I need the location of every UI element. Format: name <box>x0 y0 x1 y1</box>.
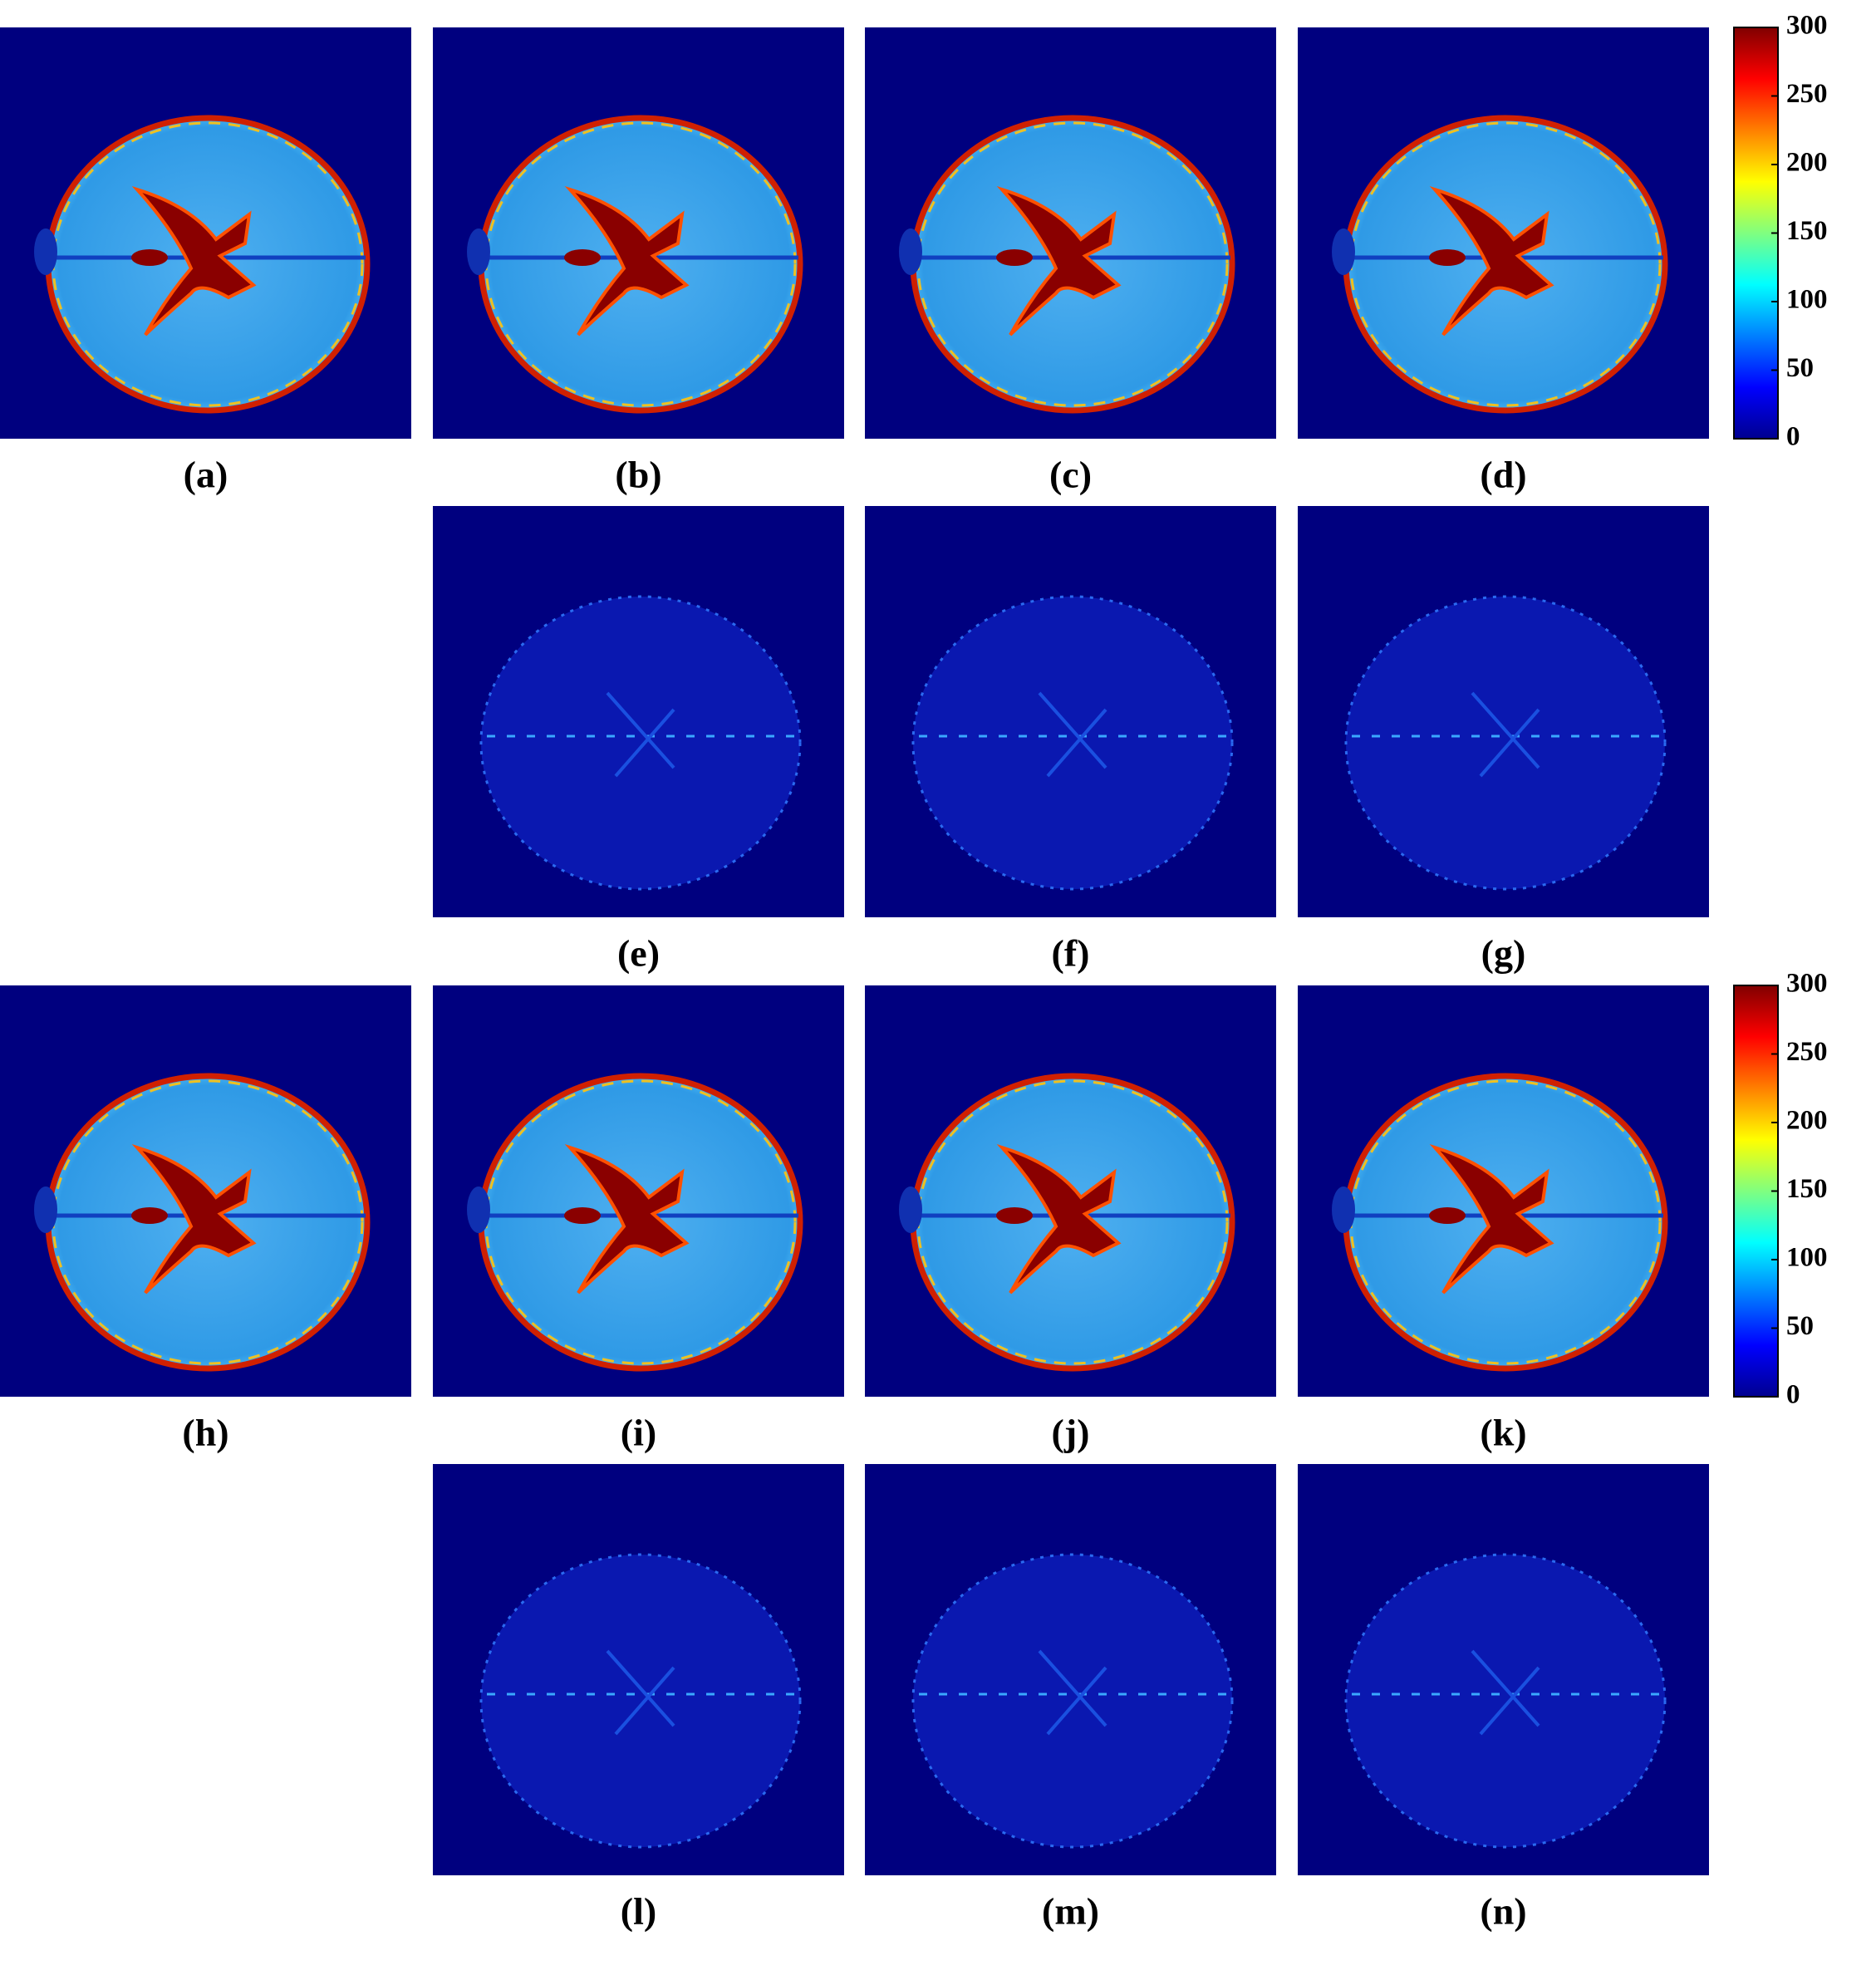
fluid-front <box>899 228 922 275</box>
panel <box>433 1464 844 1875</box>
panel-label: (j) <box>1052 1412 1090 1454</box>
panel <box>865 1464 1276 1875</box>
colorbar-tick-label: 100 <box>1786 285 1828 315</box>
panel <box>433 27 844 439</box>
fluid-front <box>1332 228 1355 275</box>
panel-label: (k) <box>1480 1412 1526 1454</box>
panel <box>1298 985 1709 1397</box>
colorbar-tick-label: 150 <box>1786 216 1828 246</box>
fluid-front <box>467 228 490 275</box>
panel-label: (n) <box>1480 1890 1526 1933</box>
panel-label: (c) <box>1049 454 1092 496</box>
ventricles <box>1429 1143 1554 1295</box>
error-region <box>479 1553 802 1849</box>
error-ventricle <box>1471 1649 1540 1736</box>
fluid-front <box>467 1187 490 1233</box>
ventricle-left <box>564 1207 601 1224</box>
colorbar-tick-label: 150 <box>1786 1174 1828 1204</box>
panel <box>865 27 1276 439</box>
error-region <box>911 595 1234 891</box>
panel-label: (d) <box>1480 454 1526 496</box>
colorbar-tick-label: 200 <box>1786 1106 1828 1136</box>
ventricle-left <box>1429 249 1466 266</box>
panel <box>433 506 844 917</box>
ventricles <box>131 1143 257 1295</box>
colorbar <box>1733 985 1779 1398</box>
colorbar-tick-label: 50 <box>1786 353 1814 383</box>
error-ventricle <box>1038 691 1107 778</box>
fluid-front <box>34 228 57 275</box>
colorbar-tick-label: 300 <box>1786 11 1828 41</box>
panel <box>433 985 844 1397</box>
colorbar-tick-label: 300 <box>1786 969 1828 999</box>
colorbar-tick-label: 0 <box>1786 1380 1800 1410</box>
panel-label: (g) <box>1481 932 1526 975</box>
colorbar-tick-label: 200 <box>1786 148 1828 178</box>
error-ventricle <box>1038 1649 1107 1736</box>
ventricle-left <box>996 249 1033 266</box>
error-region <box>479 595 802 891</box>
panel <box>865 506 1276 917</box>
error-region <box>1344 1553 1667 1849</box>
colorbar <box>1733 27 1779 440</box>
ventricle-left <box>131 1207 168 1224</box>
colorbar-tick-label: 250 <box>1786 79 1828 109</box>
error-ventricle <box>606 1649 675 1736</box>
ventricles <box>564 1143 690 1295</box>
panel-label: (b) <box>615 454 661 496</box>
ventricle-left <box>996 1207 1033 1224</box>
panel-label: (a) <box>184 454 228 496</box>
error-region <box>911 1553 1234 1849</box>
panel-label: (l) <box>621 1890 656 1933</box>
error-region <box>1344 595 1667 891</box>
fluid-front <box>1332 1187 1355 1233</box>
panel-label: (i) <box>621 1412 656 1454</box>
ventricles <box>996 1143 1122 1295</box>
ventricle-left <box>131 249 168 266</box>
ventricles <box>1429 185 1554 337</box>
ventricles <box>131 185 257 337</box>
panel-label: (h) <box>182 1412 228 1454</box>
colorbar-tick-label: 100 <box>1786 1243 1828 1273</box>
fluid-front <box>34 1187 57 1233</box>
error-ventricle <box>606 691 675 778</box>
ventricles <box>564 185 690 337</box>
colorbar-tick-label: 0 <box>1786 422 1800 452</box>
panel <box>1298 1464 1709 1875</box>
ventricle-left <box>564 249 601 266</box>
panel <box>1298 506 1709 917</box>
panel <box>1298 27 1709 439</box>
colorbar-tick-label: 50 <box>1786 1311 1814 1341</box>
panel <box>0 985 411 1397</box>
ventricles <box>996 185 1122 337</box>
panel <box>865 985 1276 1397</box>
panel <box>0 27 411 439</box>
ventricle-left <box>1429 1207 1466 1224</box>
panel-label: (m) <box>1042 1890 1099 1933</box>
fluid-front <box>899 1187 922 1233</box>
error-ventricle <box>1471 691 1540 778</box>
colorbar-tick-label: 250 <box>1786 1037 1828 1067</box>
panel-label: (f) <box>1052 932 1090 975</box>
panel-label: (e) <box>617 932 660 975</box>
